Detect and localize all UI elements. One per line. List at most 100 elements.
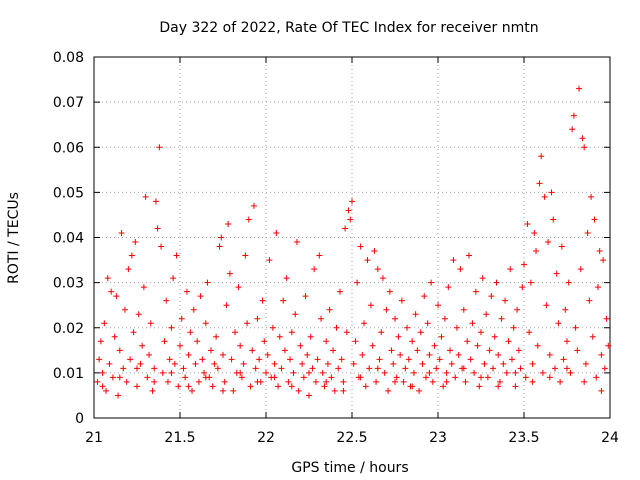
x-axis-label: GPS time / hours <box>291 460 408 476</box>
data-point <box>139 342 146 349</box>
data-point <box>567 369 574 376</box>
data-point <box>378 329 385 336</box>
data-point <box>120 365 127 372</box>
data-point <box>96 356 103 363</box>
data-point <box>429 378 436 385</box>
data-point <box>505 338 512 345</box>
data-point <box>135 311 142 318</box>
data-point <box>146 351 153 358</box>
data-point <box>312 378 319 385</box>
data-point <box>121 306 128 313</box>
data-point <box>318 315 325 322</box>
data-points <box>94 85 612 399</box>
data-point <box>495 383 502 390</box>
data-point <box>376 356 383 363</box>
data-point <box>588 193 595 200</box>
data-point <box>285 378 292 385</box>
data-point <box>159 369 166 376</box>
data-point <box>462 378 469 385</box>
data-point <box>589 333 596 340</box>
y-tick-label: 0.07 <box>53 95 84 111</box>
data-point <box>390 360 397 367</box>
data-point <box>564 365 570 372</box>
data-point <box>152 198 159 205</box>
data-point <box>352 338 359 345</box>
data-point <box>357 243 364 250</box>
data-point <box>441 315 448 322</box>
data-point <box>517 365 524 372</box>
data-point <box>263 369 269 376</box>
data-point <box>584 229 591 236</box>
data-point <box>479 275 486 282</box>
data-point <box>465 252 472 259</box>
data-point <box>178 315 185 322</box>
data-point <box>316 252 323 259</box>
data-point <box>287 356 294 363</box>
data-point <box>307 333 314 340</box>
data-point <box>422 374 429 381</box>
data-point <box>171 360 178 367</box>
data-point <box>460 365 467 372</box>
data-point <box>416 387 423 394</box>
data-point <box>460 306 467 313</box>
data-point <box>472 288 479 295</box>
data-point <box>288 329 295 336</box>
data-point <box>254 378 261 385</box>
data-point <box>242 252 249 259</box>
data-point <box>386 288 393 295</box>
data-point <box>495 351 502 358</box>
axis-ticks: 21 21.5 22 22.5 23 23.5 24 0 0.01 0.02 0.03 0.04 0.0… <box>53 50 619 446</box>
data-point <box>508 356 515 363</box>
data-point <box>278 365 285 372</box>
data-point <box>600 257 607 264</box>
x-tick-label: 24 <box>601 430 619 446</box>
y-tick-label: 0 <box>75 411 84 427</box>
data-point <box>216 243 223 250</box>
data-point <box>235 284 242 291</box>
data-point <box>158 243 165 250</box>
data-point <box>409 338 416 345</box>
y-tick-label: 0.03 <box>53 276 84 292</box>
data-point <box>280 297 287 304</box>
data-point <box>546 374 553 381</box>
data-point <box>469 320 476 327</box>
data-point <box>524 220 531 227</box>
data-point <box>531 229 538 236</box>
data-point <box>564 338 570 345</box>
data-point <box>175 383 182 390</box>
data-point <box>414 347 421 354</box>
data-point <box>550 216 557 223</box>
data-point <box>147 320 154 327</box>
data-point <box>521 261 527 268</box>
data-point <box>512 369 519 376</box>
data-point <box>421 293 428 300</box>
data-point <box>392 315 398 322</box>
data-point <box>297 342 304 349</box>
data-point <box>347 216 354 223</box>
data-point <box>247 383 254 390</box>
data-point <box>309 365 316 372</box>
data-point <box>498 315 505 322</box>
data-point <box>154 225 161 232</box>
data-point <box>311 266 318 273</box>
data-point <box>569 126 576 133</box>
data-point <box>488 293 495 300</box>
data-point <box>453 324 460 331</box>
data-point <box>209 383 216 390</box>
data-point <box>576 85 583 92</box>
data-point <box>226 270 233 277</box>
data-point <box>581 378 588 385</box>
data-point <box>290 369 297 376</box>
data-point <box>168 324 175 331</box>
data-point <box>335 365 342 372</box>
data-point <box>366 365 373 372</box>
data-point <box>491 333 498 340</box>
data-point <box>173 252 180 259</box>
y-tick-label: 0.04 <box>53 231 84 247</box>
data-point <box>220 387 226 394</box>
data-point <box>245 216 252 223</box>
data-point <box>108 288 115 295</box>
data-point <box>199 356 206 363</box>
data-point <box>177 342 183 349</box>
data-point <box>379 275 386 282</box>
